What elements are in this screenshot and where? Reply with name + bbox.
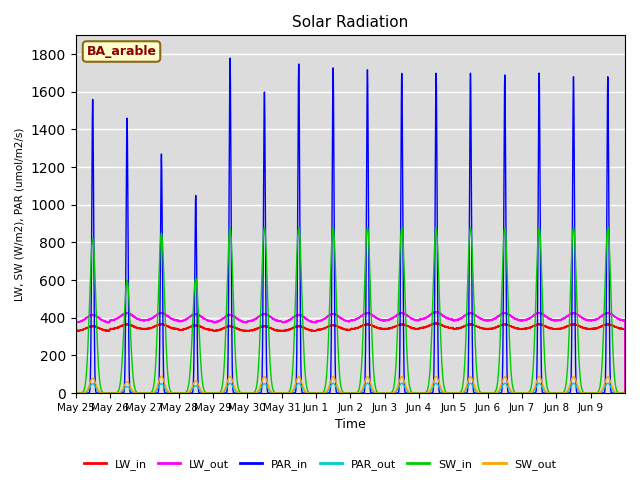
PAR_out (400, 383, 408, 388)
LW_in (186, 324, 193, 330)
LW_in (72, 328, 79, 334)
LW_in (371, 324, 378, 329)
SW_out (621, 390, 629, 396)
PAR_out (621, 390, 629, 396)
PAR_out (72, 390, 79, 396)
SW_out (542, 389, 550, 395)
LW_out (432, 309, 440, 314)
SW_in (371, 378, 378, 384)
Legend: LW_in, LW_out, PAR_in, PAR_out, SW_in, SW_out: LW_in, LW_out, PAR_in, PAR_out, SW_in, S… (79, 455, 561, 474)
SW_out (501, 374, 509, 380)
LW_out (501, 310, 509, 316)
LW_out (542, 314, 550, 320)
LW_out (186, 313, 193, 319)
SW_out (371, 389, 378, 395)
LW_out (621, 390, 629, 396)
Line: LW_in: LW_in (76, 323, 625, 393)
LW_out (371, 313, 378, 319)
SW_in (604, 225, 612, 230)
LW_in (542, 324, 550, 330)
LW_out (400, 311, 408, 316)
SW_in (542, 376, 550, 382)
SW_out (157, 373, 165, 379)
Line: SW_out: SW_out (76, 376, 625, 393)
PAR_out (528, 390, 536, 396)
PAR_in (227, 55, 234, 61)
LW_out (72, 320, 79, 325)
SW_out (528, 389, 536, 395)
Y-axis label: LW, SW (W/m2), PAR (umol/m2/s): LW, SW (W/m2), PAR (umol/m2/s) (15, 128, 25, 301)
PAR_out (604, 381, 612, 386)
Title: Solar Radiation: Solar Radiation (292, 15, 408, 30)
PAR_out (186, 389, 193, 395)
Text: BA_arable: BA_arable (86, 45, 157, 58)
PAR_in (400, 373, 408, 379)
SW_out (400, 378, 408, 384)
PAR_in (72, 390, 79, 396)
PAR_in (528, 390, 536, 396)
PAR_in (501, 80, 509, 85)
PAR_in (621, 390, 629, 396)
LW_in (400, 322, 408, 327)
SW_in (186, 376, 193, 382)
Line: SW_in: SW_in (76, 228, 625, 393)
SW_in (501, 225, 509, 230)
LW_in (501, 321, 509, 327)
SW_out (72, 390, 79, 396)
PAR_out (542, 389, 550, 395)
LW_in (621, 390, 629, 396)
X-axis label: Time: Time (335, 419, 365, 432)
Line: PAR_out: PAR_out (76, 384, 625, 393)
LW_out (528, 314, 536, 320)
LW_in (528, 324, 536, 329)
PAR_out (501, 381, 509, 386)
LW_in (432, 320, 440, 326)
SW_out (186, 389, 193, 395)
Line: PAR_in: PAR_in (76, 58, 625, 393)
SW_in (72, 390, 79, 396)
PAR_in (542, 390, 550, 396)
SW_in (400, 262, 408, 268)
PAR_in (371, 390, 378, 396)
SW_in (621, 390, 629, 396)
Line: LW_out: LW_out (76, 312, 625, 393)
PAR_out (371, 390, 378, 396)
SW_in (528, 380, 536, 386)
PAR_in (186, 390, 193, 396)
